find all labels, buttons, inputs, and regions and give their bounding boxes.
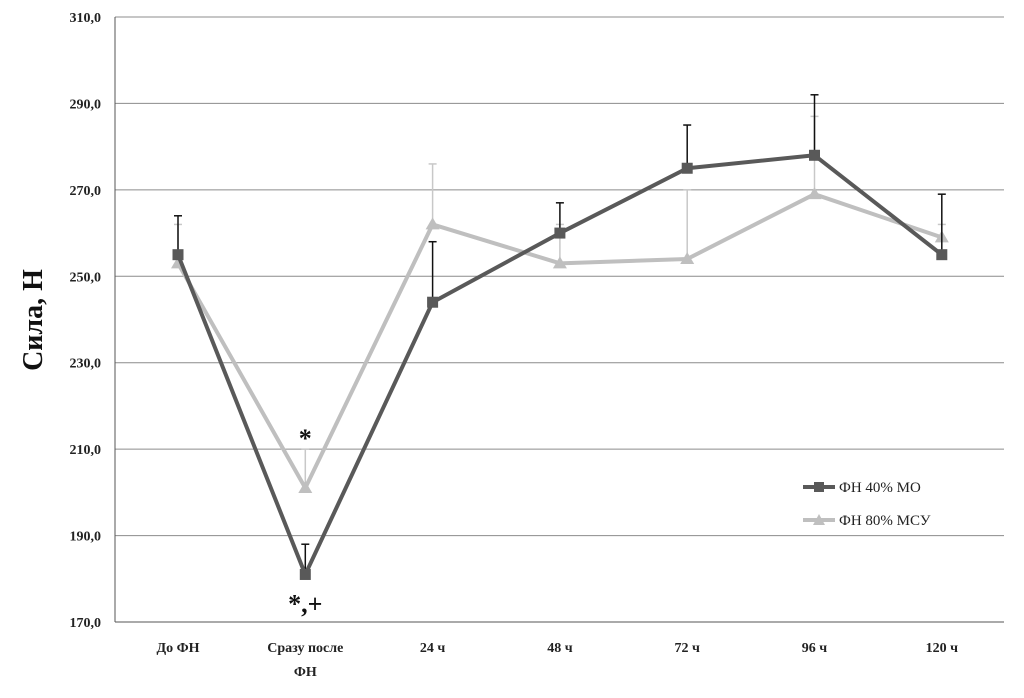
y-tick-label: 290,0 <box>70 97 102 112</box>
data-point <box>552 256 567 269</box>
data-point <box>681 162 693 174</box>
data-point <box>425 217 440 230</box>
x-tick-label: Сразу после <box>267 641 343 656</box>
y-tick-label: 230,0 <box>70 357 102 372</box>
data-point <box>554 227 566 239</box>
y-tick-label: 270,0 <box>70 184 102 199</box>
y-tick-label: 170,0 <box>70 616 102 631</box>
y-axis-label: Сила, Н <box>18 269 49 371</box>
data-point <box>809 149 820 161</box>
data-point <box>299 568 311 580</box>
data-point <box>427 296 439 308</box>
data-point <box>680 252 695 264</box>
data-point <box>807 187 822 200</box>
x-tick-label: 48 ч <box>547 641 573 656</box>
data-point <box>298 481 313 494</box>
x-tick-label: 72 ч <box>674 641 700 656</box>
y-tick-label: 250,0 <box>70 270 102 285</box>
y-tick-label: 190,0 <box>70 530 102 545</box>
legend-label: ФН 80% МСУ <box>839 513 931 529</box>
annotation: *,+ <box>288 589 322 618</box>
y-tick-label: 210,0 <box>70 443 102 458</box>
annotation: * <box>299 424 312 453</box>
legend-marker <box>813 514 825 525</box>
x-tick-label: ФН <box>294 665 317 680</box>
x-tick-label: 120 ч <box>926 641 959 656</box>
legend-marker <box>814 482 824 492</box>
data-point <box>172 249 184 261</box>
data-point <box>936 249 948 261</box>
legend-label: ФН 40% МО <box>839 480 921 496</box>
y-tick-label: 310,0 <box>70 11 102 26</box>
x-tick-label: 24 ч <box>420 641 446 656</box>
x-tick-label: До ФН <box>156 641 199 656</box>
x-tick-label: 96 ч <box>802 641 828 656</box>
